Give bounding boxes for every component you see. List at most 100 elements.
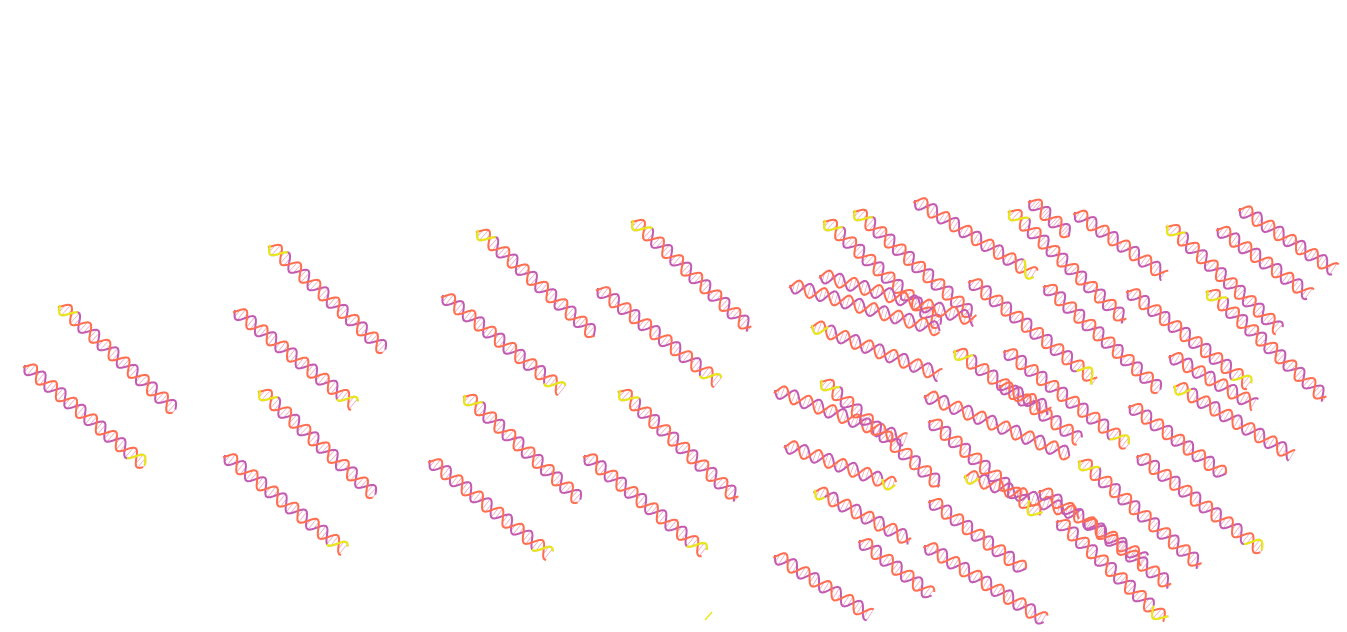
base-pair xyxy=(317,442,326,452)
base-pair xyxy=(474,317,482,327)
base-pair xyxy=(710,290,720,301)
backbone-strand-b xyxy=(267,243,383,355)
base-pair xyxy=(953,438,962,448)
base-pair xyxy=(1108,231,1115,242)
base-pair xyxy=(504,342,513,354)
base-pair xyxy=(1061,226,1071,237)
base-pair xyxy=(1169,476,1178,486)
base-pair xyxy=(1230,309,1240,319)
base-pair xyxy=(1030,366,1038,376)
base-pair xyxy=(930,321,935,333)
base-pair xyxy=(1005,592,1013,604)
base-pair xyxy=(1275,228,1284,241)
base-pair xyxy=(1244,379,1252,390)
base-pair xyxy=(485,326,495,338)
dna-helix xyxy=(704,611,713,621)
base-pair xyxy=(1183,441,1193,454)
base-pair xyxy=(1314,387,1324,398)
base-pair xyxy=(873,263,884,274)
base-pair xyxy=(1138,510,1147,521)
dna-helix xyxy=(427,458,554,562)
backbone-strand-a xyxy=(1043,284,1163,390)
backbone-strand-a xyxy=(428,459,554,552)
base-pair xyxy=(299,269,308,279)
base-pair xyxy=(128,367,138,378)
base-pair xyxy=(835,228,845,239)
base-pair xyxy=(1139,296,1149,308)
base-pair xyxy=(99,340,110,351)
base-pair xyxy=(1197,451,1205,462)
base-pair xyxy=(226,454,236,466)
base-pair xyxy=(856,299,862,313)
base-pair xyxy=(1090,467,1100,479)
base-pair xyxy=(1010,210,1021,221)
backbone-strand-b xyxy=(773,385,908,443)
base-pair xyxy=(992,471,1001,482)
base-pair xyxy=(1057,388,1067,400)
base-pair xyxy=(1105,564,1116,575)
base-pair xyxy=(912,261,922,272)
base-pair xyxy=(89,329,98,339)
base-pair xyxy=(1243,422,1251,435)
base-pair xyxy=(1122,355,1133,366)
base-pair xyxy=(1260,550,1263,553)
backbone-strand-a xyxy=(784,443,896,491)
base-pair xyxy=(902,292,907,305)
base-pair xyxy=(849,462,855,476)
base-pair xyxy=(994,297,1003,307)
base-pair xyxy=(656,510,665,520)
base-pair xyxy=(1004,382,1011,395)
base-pair xyxy=(577,317,587,328)
base-pair xyxy=(1124,580,1134,590)
base-pair xyxy=(788,559,796,572)
base-pair xyxy=(365,332,375,342)
base-pair xyxy=(629,398,640,409)
base-pair xyxy=(910,456,920,468)
base-pair xyxy=(970,470,976,484)
base-pair xyxy=(124,447,134,458)
base-pair xyxy=(882,272,891,282)
base-pair xyxy=(881,554,890,566)
backbone-strand-a xyxy=(583,454,708,550)
base-pair xyxy=(936,302,941,316)
base-pair xyxy=(1241,375,1250,386)
base-pair xyxy=(853,600,861,611)
backbone-strand-b xyxy=(475,228,595,339)
base-pair xyxy=(617,480,627,491)
base-pair xyxy=(1062,502,1071,514)
base-pair xyxy=(935,369,941,381)
base-pair xyxy=(886,476,893,490)
base-pair xyxy=(962,520,970,531)
base-pair xyxy=(1319,257,1327,269)
base-pair xyxy=(954,297,964,308)
helix-end-cap xyxy=(475,229,496,242)
base-pair xyxy=(1142,512,1151,522)
base-pair xyxy=(918,198,926,210)
base-pair xyxy=(1256,333,1266,344)
dna-helix xyxy=(1027,198,1071,239)
base-pair xyxy=(285,502,294,513)
helix-end-cap xyxy=(126,453,147,466)
base-pair xyxy=(55,387,64,398)
base-pair xyxy=(1102,337,1111,347)
helix-end-cap xyxy=(813,489,826,501)
base-pair xyxy=(1252,212,1261,225)
base-pair xyxy=(845,295,851,309)
base-pair xyxy=(468,312,476,322)
backbone-strand-a xyxy=(1216,227,1308,301)
base-pair xyxy=(918,465,928,476)
base-pair xyxy=(1158,469,1168,481)
base-pair xyxy=(1126,584,1136,594)
base-pair xyxy=(1329,263,1338,275)
base-pair xyxy=(893,282,903,293)
base-pair xyxy=(688,452,698,463)
base-pair xyxy=(1178,382,1186,395)
base-pair xyxy=(1285,360,1295,371)
base-pair xyxy=(1220,226,1229,239)
base-pair xyxy=(1264,342,1274,352)
base-pair xyxy=(270,398,280,409)
base-pair xyxy=(903,252,914,263)
base-pair xyxy=(655,239,665,249)
base-pair xyxy=(331,299,340,309)
